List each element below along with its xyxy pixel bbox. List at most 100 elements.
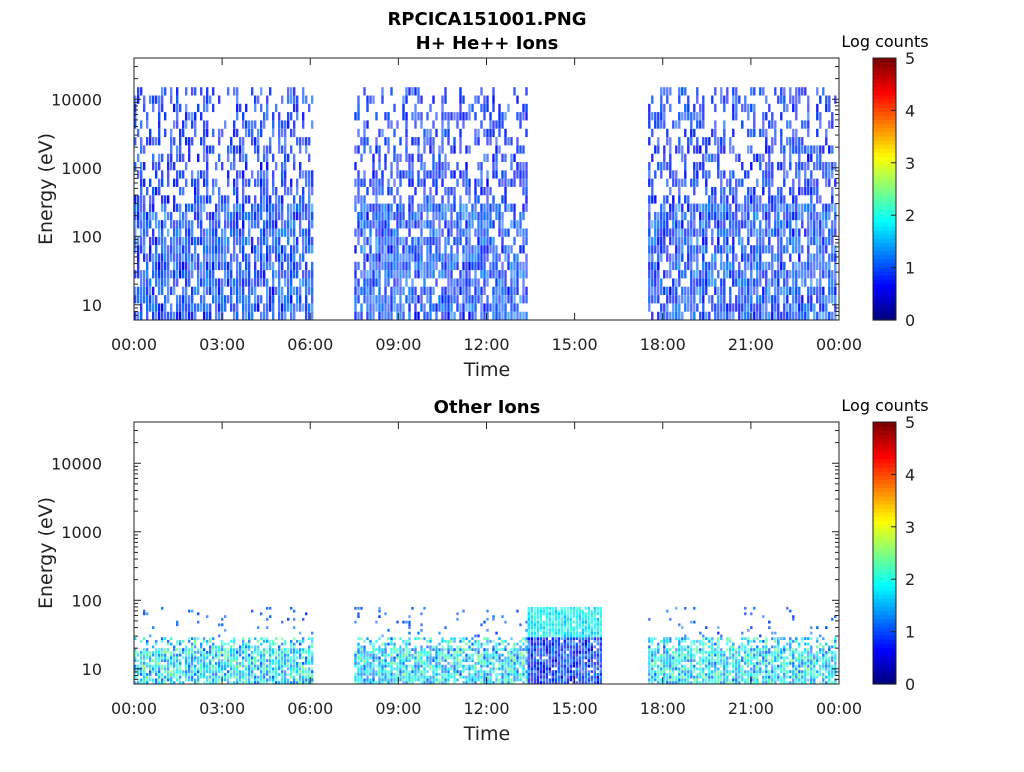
spectrogram-cell [254, 262, 256, 270]
spectrogram-cell [450, 303, 452, 311]
spectrogram-cell [272, 278, 274, 286]
spectrogram-cell [369, 245, 371, 253]
spectrogram-cell [284, 145, 286, 153]
spectrogram-cell [197, 612, 199, 615]
spectrogram-cell [714, 312, 716, 320]
spectrogram-cell [411, 170, 413, 178]
spectrogram-cell [305, 673, 307, 676]
spectrogram-cell [191, 679, 193, 682]
spectrogram-cell [272, 643, 274, 646]
spectrogram-cell [375, 204, 377, 212]
spectrogram-cell [248, 195, 250, 203]
spectrogram-cell [179, 303, 181, 311]
spectrogram-cell [786, 120, 788, 128]
spectrogram-cell [366, 654, 368, 657]
spectrogram-cell [155, 659, 157, 662]
spectrogram-cell [420, 648, 422, 651]
spectrogram-cell [387, 654, 389, 657]
spectrogram-cell [194, 245, 196, 253]
spectrogram-cell [735, 229, 737, 237]
spectrogram-cell [152, 262, 154, 270]
spectrogram-cell [290, 245, 292, 253]
spectrogram-cell [212, 220, 214, 228]
spectrogram-cell [200, 87, 202, 95]
spectrogram-cell [155, 295, 157, 303]
spectrogram-cell [495, 657, 497, 660]
spectrogram-cell [275, 204, 277, 212]
colorbar-segment [873, 152, 896, 157]
spectrogram-cell [474, 179, 476, 187]
spectrogram-cell [233, 87, 235, 95]
spectrogram-cell [717, 220, 719, 228]
spectrogram-cell [702, 120, 704, 128]
spectrogram-cell [227, 204, 229, 212]
spectrogram-cell [513, 254, 515, 262]
spectrogram-cell [495, 245, 497, 253]
spectrogram-cell [807, 187, 809, 195]
spectrogram-cell [420, 637, 422, 640]
spectrogram-cell [411, 679, 413, 682]
spectrogram-cell [456, 245, 458, 253]
spectrogram-cell [203, 648, 205, 651]
spectrogram-cell [248, 665, 250, 668]
spectrogram-cell [212, 673, 214, 676]
spectrogram-cell [687, 204, 689, 212]
spectrogram-cell [378, 229, 380, 237]
spectrogram-cell [453, 145, 455, 153]
spectrogram-cell [738, 312, 740, 320]
spectrogram-cell [654, 245, 656, 253]
spectrogram-cell [702, 137, 704, 145]
spectrogram-cell [372, 659, 374, 662]
spectrogram-cell [471, 657, 473, 660]
spectrogram-cell [405, 646, 407, 649]
spectrogram-cell [768, 195, 770, 203]
spectrogram-cell [308, 204, 310, 212]
spectrogram-cell [390, 254, 392, 262]
spectrogram-cell [432, 179, 434, 187]
spectrogram-cell [242, 187, 244, 195]
spectrogram-cell [657, 145, 659, 153]
colorbar-segment [873, 271, 896, 276]
spectrogram-cell [459, 229, 461, 237]
spectrogram-cell [360, 648, 362, 651]
spectrogram-cell [360, 654, 362, 657]
spectrogram-cell [654, 170, 656, 178]
spectrogram-cell [669, 187, 671, 195]
spectrogram-cell [831, 245, 833, 253]
spectrogram-cell [161, 96, 163, 104]
spectrogram-cell [227, 670, 229, 673]
spectrogram-cell [471, 679, 473, 682]
spectrogram-cell [293, 662, 295, 665]
spectrogram-cell [771, 278, 773, 286]
spectrogram-cell [477, 195, 479, 203]
spectrogram-cell [248, 237, 250, 245]
spectrogram-cell [281, 651, 283, 654]
spectrogram-cell [305, 229, 307, 237]
spectrogram-cell [393, 237, 395, 245]
spectrogram-cell [807, 237, 809, 245]
spectrogram-cell [681, 295, 683, 303]
spectrogram-cell [468, 659, 470, 662]
spectrogram-cell [269, 665, 271, 668]
spectrogram-cell [176, 87, 178, 95]
spectrogram-cell [266, 154, 268, 162]
colorbar-segment [873, 74, 896, 79]
spectrogram-cell [173, 651, 175, 654]
spectrogram-cell [459, 303, 461, 311]
spectrogram-cell [152, 229, 154, 237]
spectrogram-cell [375, 145, 377, 153]
spectrogram-cell [516, 162, 518, 170]
spectrogram-cell [438, 162, 440, 170]
spectrogram-cell [495, 646, 497, 649]
spectrogram-cell [357, 229, 359, 237]
spectrogram-cell [489, 129, 491, 137]
spectrogram-cell [381, 295, 383, 303]
spectrogram-cell [759, 154, 761, 162]
spectrogram-cell [290, 676, 292, 679]
spectrogram-cell [212, 668, 214, 671]
spectrogram-cell [435, 262, 437, 270]
spectrogram-cell [816, 254, 818, 262]
spectrogram-cell [254, 651, 256, 654]
spectrogram-cell [405, 112, 407, 120]
spectrogram-cell [453, 287, 455, 295]
